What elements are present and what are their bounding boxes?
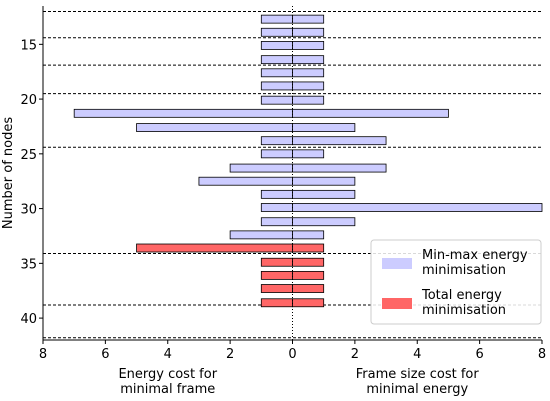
bar-energy-cost	[260, 95, 293, 105]
bar-energy-cost	[229, 163, 293, 173]
bar-frame-cost	[292, 284, 325, 293]
y-tick-label: 25	[20, 148, 37, 163]
bar-energy-cost	[260, 257, 293, 267]
bar-frame-cost	[292, 68, 325, 78]
bar-energy-cost	[229, 230, 293, 240]
bar-energy-cost	[260, 217, 293, 227]
bar-frame-cost	[292, 203, 543, 212]
x-tick-label: 6	[475, 347, 483, 362]
bar-frame-cost	[292, 163, 387, 173]
y-tick-label: 35	[20, 257, 37, 272]
x-tick-label: 2	[226, 347, 234, 362]
bar-frame-cost	[292, 41, 325, 50]
axis-labels: Number of nodes Energy cost for minimal fr…	[1, 117, 479, 397]
x-tick-label: 6	[101, 347, 109, 362]
bar-energy-cost	[136, 123, 293, 132]
legend-label-total: Total energy minimisation	[421, 288, 506, 318]
x-tick-label: 8	[538, 347, 546, 362]
x-tick-label: 4	[164, 347, 172, 362]
bar-energy-cost	[260, 136, 293, 146]
bar-frame-cost	[292, 149, 325, 159]
bar-energy-cost	[260, 68, 293, 78]
x-axis-label-right: Frame size cost for minimal energy	[356, 367, 480, 397]
bar-frame-cost	[292, 55, 325, 65]
bar-energy-cost	[136, 243, 293, 253]
bar-frame-cost	[292, 95, 325, 105]
legend-label-minmax: Min-max energy minimisation	[422, 248, 528, 278]
bar-frame-cost	[292, 108, 449, 118]
y-tick-label: 30	[20, 203, 37, 218]
legend: Min-max energy minimisation Total energy mi…	[370, 239, 542, 325]
bar-frame-cost	[292, 27, 325, 37]
bar-frame-cost	[292, 298, 325, 308]
bar-energy-cost	[260, 27, 293, 37]
bar-energy-cost	[260, 284, 293, 293]
bar-energy-cost	[198, 176, 293, 186]
y-tick-label: 20	[20, 93, 37, 108]
bar-frame-cost	[292, 189, 356, 199]
y-axis-label: Number of nodes	[1, 117, 16, 229]
bar-frame-cost	[292, 230, 325, 240]
legend-swatch-total	[382, 298, 412, 309]
bar-energy-cost	[260, 298, 293, 308]
bar-energy-cost	[260, 41, 293, 50]
bar-frame-cost	[292, 243, 325, 253]
bar-energy-cost	[260, 149, 293, 159]
bar-frame-cost	[292, 257, 325, 267]
x-axis-label-left: Energy cost for minimal frame	[118, 367, 217, 397]
y-tick-label: 15	[20, 38, 37, 53]
bar-frame-cost	[292, 217, 356, 227]
bar-energy-cost	[260, 55, 293, 65]
legend-swatch-minmax	[382, 258, 412, 269]
bar-frame-cost	[292, 123, 356, 132]
bars	[73, 14, 543, 308]
bar-frame-cost	[292, 176, 356, 186]
bar-frame-cost	[292, 81, 325, 91]
bar-frame-cost	[292, 270, 325, 280]
bar-energy-cost	[260, 14, 293, 24]
bar-energy-cost	[73, 108, 293, 118]
legend-box	[370, 239, 542, 325]
x-tick-label: 0	[288, 347, 296, 362]
x-tick-label: 8	[39, 347, 47, 362]
x-tick-label: 4	[413, 347, 421, 362]
y-tick-label: 40	[20, 312, 37, 327]
bar-frame-cost	[292, 136, 387, 146]
bar-energy-cost	[260, 203, 293, 212]
x-tick-label: 2	[351, 347, 359, 362]
bar-energy-cost	[260, 189, 293, 199]
bar-energy-cost	[260, 270, 293, 280]
bar-frame-cost	[292, 14, 325, 24]
bar-energy-cost	[260, 81, 293, 91]
